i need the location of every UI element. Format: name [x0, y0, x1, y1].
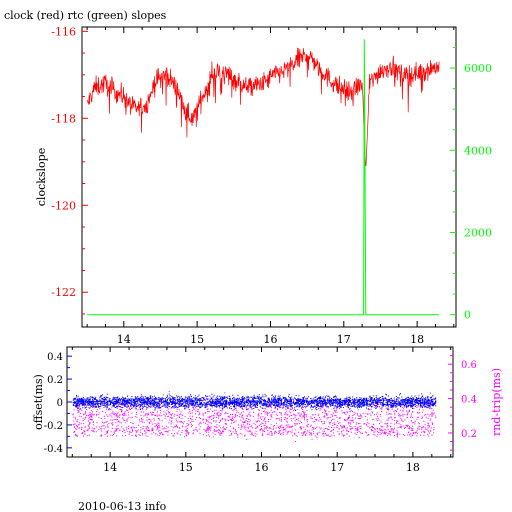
bottom-left-y-axis-label: offset(ms)	[32, 374, 45, 430]
bottom-left-y-tick-label: 0.4	[47, 352, 63, 363]
rtc-slope-series	[87, 39, 440, 316]
clock-slope-series	[86, 47, 440, 167]
bottom-series-layer	[72, 391, 437, 442]
bottom-left-y-tick-label: -0.2	[44, 421, 63, 432]
bottom-left-y-tick-label: -0.4	[44, 444, 63, 455]
bottom-chart-panel: 14 15 16 17 18 -0.4 -0.2 0 0.2 0.4 0.2 0.4 0.6 off…	[32, 346, 503, 474]
offset-series	[72, 393, 437, 412]
top-left-y-tick-label: -116	[51, 25, 76, 38]
bottom-right-y-axis: 0.2 0.4 0.6	[448, 355, 477, 451]
top-right-y-tick-label: 6000	[464, 62, 492, 75]
bottom-x-tick-label: 14	[103, 461, 117, 474]
bottom-right-y-tick-label: 0.2	[461, 429, 477, 440]
top-x-tick-label: 15	[190, 333, 204, 346]
bottom-left-y-tick-label: 0	[57, 398, 63, 409]
top-left-y-axis: -116 -118 -120 -122	[51, 25, 88, 315]
bottom-right-y-tick-label: 0.4	[461, 395, 477, 406]
bottom-x-axis: 14 15 16 17 18	[71, 347, 452, 474]
top-plot-frame	[81, 26, 457, 328]
top-right-y-tick-label: 0	[464, 309, 471, 322]
top-x-tick-label: 16	[263, 333, 277, 346]
top-x-axis: 14 15 16 17 18	[86, 27, 455, 346]
bottom-right-y-tick-label: 0.6	[461, 360, 477, 371]
footer-date-info: 2010-06-13 info	[78, 500, 167, 512]
top-chart-panel: 14 15 16 17 18 -116 -118 -120 -122 0 2000 4000 600…	[35, 25, 492, 346]
top-x-tick-label: 17	[337, 333, 351, 346]
top-right-y-tick-label: 4000	[464, 144, 492, 157]
top-left-y-tick-label: -122	[51, 286, 76, 299]
top-x-tick-label: 14	[117, 333, 131, 346]
bottom-left-y-axis: -0.4 -0.2 0 0.2 0.4	[44, 352, 72, 455]
top-x-tick-label: 18	[410, 333, 424, 346]
bottom-x-tick-label: 15	[179, 461, 193, 474]
top-left-y-tick-label: -120	[51, 199, 76, 212]
top-left-y-tick-label: -118	[51, 112, 76, 125]
top-series-layer	[86, 39, 440, 316]
bottom-right-y-axis-label: rnd-trip(ms)	[490, 368, 503, 436]
top-right-y-tick-label: 2000	[464, 226, 492, 239]
bottom-x-tick-label: 16	[255, 461, 269, 474]
top-y-axis-label: clockslope	[35, 148, 48, 206]
top-chart-title: clock (red) rtc (green) slopes	[4, 9, 167, 22]
bottom-x-tick-label: 18	[406, 461, 420, 474]
bottom-x-tick-label: 17	[330, 461, 344, 474]
bottom-left-y-tick-label: 0.2	[47, 375, 63, 386]
top-right-y-axis: 0 2000 4000 6000	[450, 47, 492, 322]
